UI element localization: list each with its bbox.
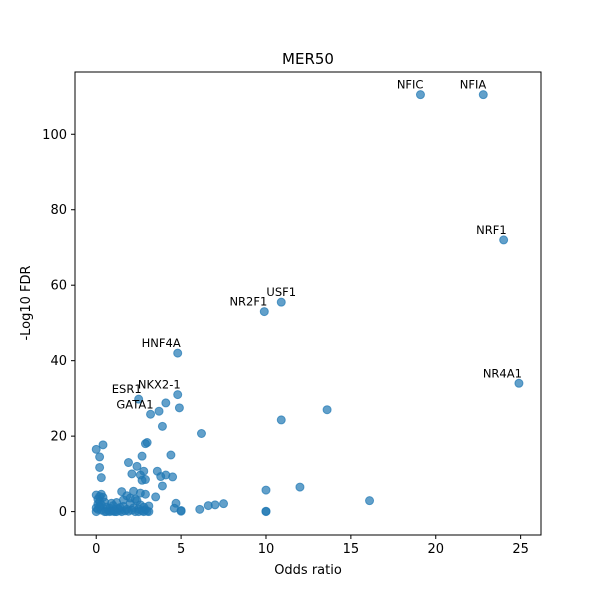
- point-annotation: NFIC: [397, 78, 424, 92]
- data-point: [174, 403, 184, 413]
- data-point: [259, 307, 269, 317]
- data-point: [203, 501, 213, 511]
- point-annotation: NRF1: [476, 223, 507, 237]
- data-point: [140, 475, 150, 485]
- data-point: [140, 439, 150, 449]
- y-tick-label: 100: [42, 128, 67, 143]
- data-point: [276, 415, 286, 425]
- data-point: [91, 444, 101, 454]
- y-tick-label: 40: [50, 354, 67, 369]
- data-point: [101, 507, 111, 517]
- y-tick-label: 20: [50, 430, 67, 445]
- data-point: [106, 498, 116, 508]
- point-annotation: NFIA: [460, 78, 487, 92]
- data-point: [173, 348, 183, 358]
- x-axis-label: Odds ratio: [274, 563, 342, 578]
- data-point: [91, 490, 101, 500]
- data-point: [499, 235, 509, 245]
- data-point: [478, 90, 488, 100]
- x-tick-label: 20: [427, 542, 444, 557]
- data-point: [168, 472, 178, 482]
- point-annotation: NR2F1: [229, 295, 267, 309]
- data-point: [219, 499, 229, 509]
- data-point: [95, 452, 105, 462]
- data-point: [173, 390, 183, 400]
- point-annotation: NKX2-1: [138, 378, 181, 392]
- data-point: [157, 481, 167, 491]
- data-point: [146, 409, 156, 419]
- data-point: [132, 461, 142, 471]
- data-point: [166, 450, 176, 460]
- point-annotation: NR4A1: [483, 366, 522, 380]
- data-point: [135, 488, 145, 498]
- data-point: [161, 398, 171, 408]
- y-axis-ticks: 0 20 40 60 80 100: [42, 128, 75, 520]
- x-tick-label: 15: [343, 542, 360, 557]
- data-point: [322, 405, 332, 415]
- x-tick-label: 5: [177, 542, 185, 557]
- point-annotation: ESR1: [112, 382, 142, 396]
- data-point: [295, 482, 305, 492]
- data-point: [144, 507, 154, 517]
- y-axis-label: -Log10 FDR: [19, 265, 34, 340]
- data-point: [261, 507, 271, 517]
- data-point: [95, 462, 105, 472]
- plot-frame: [74, 71, 542, 536]
- y-tick-label: 60: [50, 279, 67, 294]
- data-point: [154, 406, 164, 416]
- x-tick-label: 0: [92, 542, 100, 557]
- data-point: [127, 469, 137, 479]
- x-axis-ticks: 0 5 10 15 20 25: [92, 535, 529, 557]
- data-point: [157, 421, 167, 431]
- chart-title: MER50: [282, 50, 334, 68]
- x-tick-label: 25: [512, 542, 529, 557]
- data-point: [195, 504, 205, 514]
- data-point: [122, 491, 132, 501]
- data-point: [98, 440, 108, 450]
- point-annotation: HNF4A: [142, 336, 181, 350]
- data-point: [137, 451, 147, 461]
- data-point: [96, 500, 106, 510]
- y-tick-label: 0: [59, 505, 67, 520]
- data-point: [415, 90, 425, 100]
- y-tick-label: 80: [50, 203, 67, 218]
- x-tick-label: 10: [258, 542, 275, 557]
- data-point: [130, 494, 140, 504]
- data-point: [365, 496, 375, 506]
- data-point: [276, 297, 286, 307]
- point-annotation: USF1: [266, 285, 296, 299]
- data-point: [514, 378, 524, 388]
- data-point: [96, 473, 106, 483]
- data-point: [123, 458, 133, 468]
- points-layer: [91, 90, 524, 517]
- data-point: [261, 485, 271, 495]
- point-annotation: GATA1: [116, 397, 153, 411]
- data-point: [196, 428, 206, 438]
- data-point: [134, 394, 144, 404]
- data-point: [151, 492, 161, 502]
- data-point: [176, 506, 186, 516]
